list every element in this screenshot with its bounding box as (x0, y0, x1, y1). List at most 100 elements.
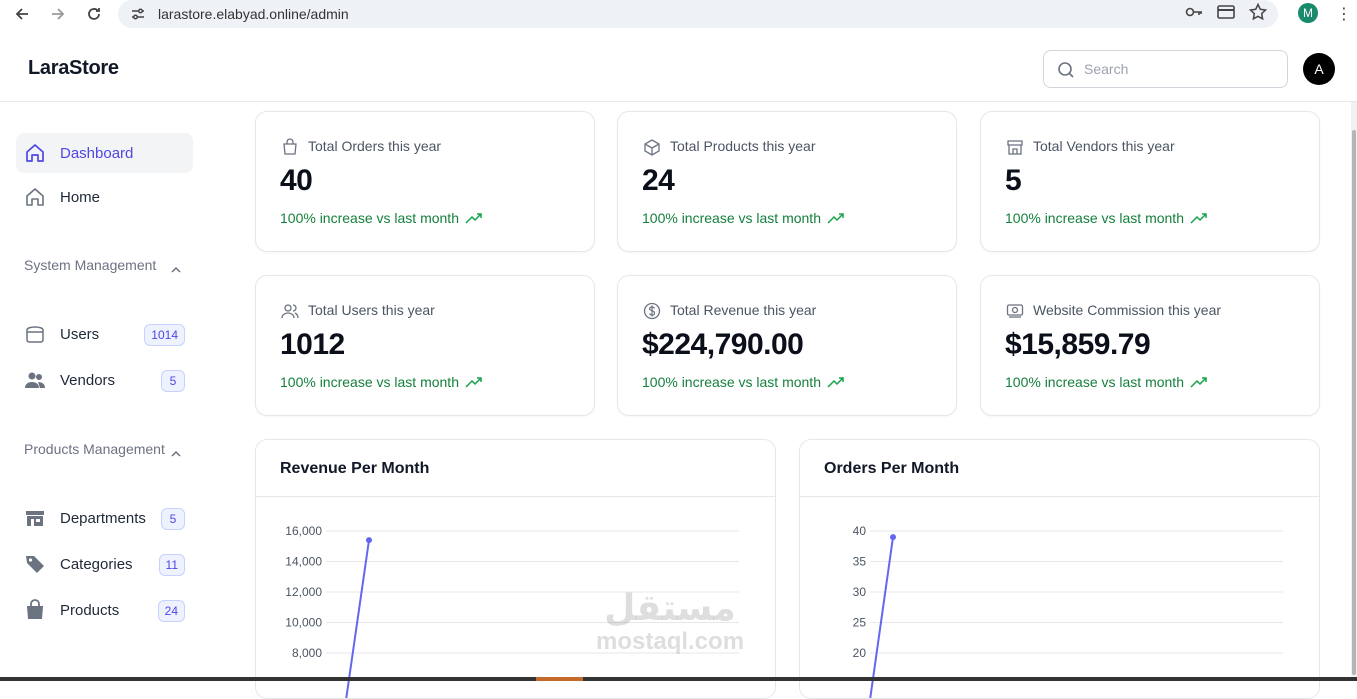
back-button[interactable] (10, 2, 34, 26)
trending-up-icon (465, 377, 482, 388)
stat-trend: 100% increase vs last month (642, 374, 845, 390)
stat-title: Total Users this year (308, 302, 435, 318)
sidebar-item-home[interactable]: Home (16, 177, 193, 217)
y-tick-label: 35 (853, 555, 867, 569)
sidebar-item-label: Categories (60, 555, 133, 573)
stat-title: Total Orders this year (308, 138, 442, 154)
taskbar-segment (536, 677, 583, 681)
sidebar-item-label: Products (60, 601, 120, 619)
sidebar-item-label: Dashboard (60, 144, 134, 162)
dollar-icon (643, 302, 661, 320)
payment-card-icon[interactable] (1216, 2, 1236, 27)
y-tick-label: 14,000 (285, 555, 322, 569)
sidebar-item-users[interactable]: Users 1014 (16, 314, 193, 354)
chevron-up-icon[interactable] (170, 259, 182, 283)
store-icon (24, 507, 46, 529)
sidebar-group-products[interactable]: Products Management (24, 437, 194, 461)
stat-value: $15,859.79 (1005, 328, 1151, 361)
vendors-icon (24, 369, 46, 391)
count-badge: 5 (161, 508, 185, 530)
sidebar-item-dashboard[interactable]: Dashboard (16, 133, 193, 173)
stat-value: 24 (642, 164, 675, 197)
sidebar-group-system[interactable]: System Management (24, 253, 194, 277)
browser-menu-icon[interactable]: ⋮ (1336, 6, 1352, 23)
sidebar-item-label: Home (60, 188, 101, 206)
data-point[interactable] (890, 534, 896, 541)
sidebar-item-products[interactable]: Products 24 (16, 590, 193, 630)
data-point[interactable] (366, 537, 372, 544)
home-icon (24, 142, 46, 164)
site-settings-icon[interactable] (130, 6, 146, 25)
stat-title: Total Products this year (670, 138, 816, 154)
stat-title: Total Revenue this year (670, 302, 817, 318)
y-tick-label: 25 (853, 616, 867, 630)
y-tick-label: 40 (853, 524, 867, 538)
scrollbar-thumb[interactable] (1352, 130, 1356, 675)
y-tick-label: 10,000 (285, 616, 322, 630)
y-tick-label: 20 (853, 646, 867, 660)
reload-icon (88, 8, 100, 20)
stat-card-orders: Total Orders this year 40 100% increase … (255, 111, 595, 252)
stat-trend: 100% increase vs last month (1005, 374, 1208, 390)
bag-icon (24, 599, 46, 621)
users-icon (281, 302, 299, 320)
taskbar-strip (0, 677, 1357, 681)
sidebar: Dashboard Home System Management Users 1… (0, 102, 215, 681)
chevron-up-icon[interactable] (170, 443, 182, 467)
trending-up-icon (1190, 213, 1207, 224)
search-input[interactable]: Search (1043, 50, 1288, 88)
y-tick-label: 12,000 (285, 585, 322, 599)
stat-value: 40 (280, 164, 313, 197)
count-badge: 24 (157, 600, 185, 622)
revenue-line-chart: 16,000 14,000 12,000 10,000 8,000 (285, 524, 739, 698)
browser-toolbar: larastore.elabyad.online/admin M ⋮ (0, 0, 1357, 28)
search-icon (1057, 61, 1075, 82)
series-line (345, 540, 370, 698)
bookmark-star-icon[interactable] (1248, 2, 1268, 27)
cube-icon (643, 138, 661, 156)
user-avatar[interactable]: A (1303, 53, 1335, 85)
stat-trend: 100% increase vs last month (642, 210, 845, 226)
sidebar-item-label: Departments (60, 509, 146, 527)
stat-value: 5 (1005, 164, 1022, 197)
y-tick-label: 16,000 (285, 524, 322, 538)
y-tick-label: 8,000 (292, 646, 322, 660)
brand-logo[interactable]: LaraStore (28, 57, 119, 79)
sidebar-item-label: Vendors (60, 371, 116, 389)
count-badge: 1014 (144, 324, 185, 346)
page-scrollbar[interactable] (1351, 102, 1357, 681)
count-badge: 5 (161, 370, 185, 392)
trending-up-icon (827, 213, 844, 224)
count-badge: 11 (158, 554, 185, 576)
tag-icon (24, 553, 46, 575)
forward-button[interactable] (46, 2, 70, 26)
password-key-icon[interactable] (1184, 2, 1204, 27)
url-text: larastore.elabyad.online/admin (158, 6, 349, 22)
stat-card-commission: Website Commission this year $15,859.79 … (980, 275, 1320, 416)
sidebar-group-label: System Management (24, 257, 157, 273)
reload-button[interactable] (82, 2, 106, 26)
trending-up-icon (465, 213, 482, 224)
search-placeholder: Search (1084, 61, 1129, 77)
stat-value: $224,790.00 (642, 328, 804, 361)
sidebar-item-categories[interactable]: Categories 11 (16, 544, 193, 584)
sidebar-item-vendors[interactable]: Vendors 5 (16, 360, 193, 400)
stat-trend: 100% increase vs last month (1005, 210, 1208, 226)
trend-text: 100% increase vs last month (642, 374, 821, 390)
banknote-icon (1006, 302, 1024, 320)
revenue-chart-card: Revenue Per Month 16,000 14,000 12,000 10,0… (255, 439, 776, 699)
address-bar[interactable]: larastore.elabyad.online/admin (118, 0, 1278, 28)
stat-title: Website Commission this year (1033, 302, 1222, 318)
y-tick-label: 30 (853, 585, 867, 599)
app-header: LaraStore Search A (0, 37, 1357, 102)
users-icon (24, 323, 46, 345)
browser-profile-avatar[interactable]: M (1298, 3, 1318, 23)
sidebar-item-label: Users (60, 325, 100, 343)
shopping-bag-icon (281, 138, 299, 156)
watermark-arabic: مستقل (604, 587, 736, 628)
stat-card-revenue: Total Revenue this year $224,790.00 100%… (617, 275, 957, 416)
sidebar-item-departments[interactable]: Departments 5 (16, 498, 193, 538)
trend-text: 100% increase vs last month (280, 374, 459, 390)
trend-text: 100% increase vs last month (280, 210, 459, 226)
orders-line-chart: 40 35 30 25 20 (853, 524, 1283, 698)
